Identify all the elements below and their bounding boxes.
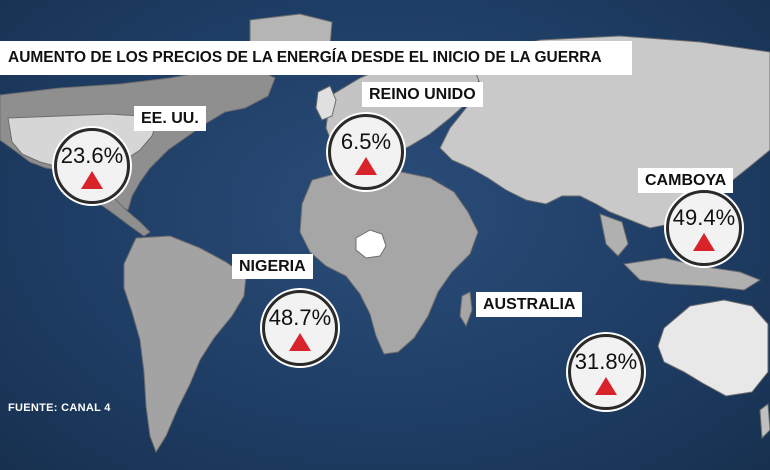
africa-landmass [299,169,479,355]
map-title: AUMENTO DE LOS PRECIOS DE LA ENERGÍA DES… [0,41,632,75]
usa-value: 23.6% [60,143,124,168]
uk-landmass [315,85,337,121]
australia-label: AUSTRALIA [476,292,583,317]
cambodia-value-bubble: 49.4% [666,190,742,266]
australia-landmass [657,299,769,397]
indonesia-landmass [622,257,762,291]
uk-value-bubble: 6.5% [328,114,404,190]
up-triangle-icon [693,233,715,251]
south-america-landmass [123,235,247,454]
new-zealand-landmass [759,403,770,440]
up-triangle-icon [81,171,103,189]
up-triangle-icon [595,377,617,395]
cambodia-value: 49.4% [672,205,736,230]
nigeria-value: 48.7% [268,305,332,330]
southeast-asia-landmass [599,213,629,257]
source-caption: FUENTE: CANAL 4 [8,402,111,414]
usa-label: EE. UU. [134,106,206,131]
australia-value-bubble: 31.8% [568,334,644,410]
nigeria-landmass [355,229,387,259]
up-triangle-icon [355,157,377,175]
uk-value: 6.5% [340,129,392,154]
cambodia-label: CAMBOYA [638,168,734,193]
madagascar-landmass [459,291,473,328]
up-triangle-icon [289,333,311,351]
nigeria-value-bubble: 48.7% [262,290,338,366]
uk-label: REINO UNIDO [362,82,483,107]
nigeria-label: NIGERIA [232,254,313,279]
usa-value-bubble: 23.6% [54,128,130,204]
australia-value: 31.8% [574,349,638,374]
